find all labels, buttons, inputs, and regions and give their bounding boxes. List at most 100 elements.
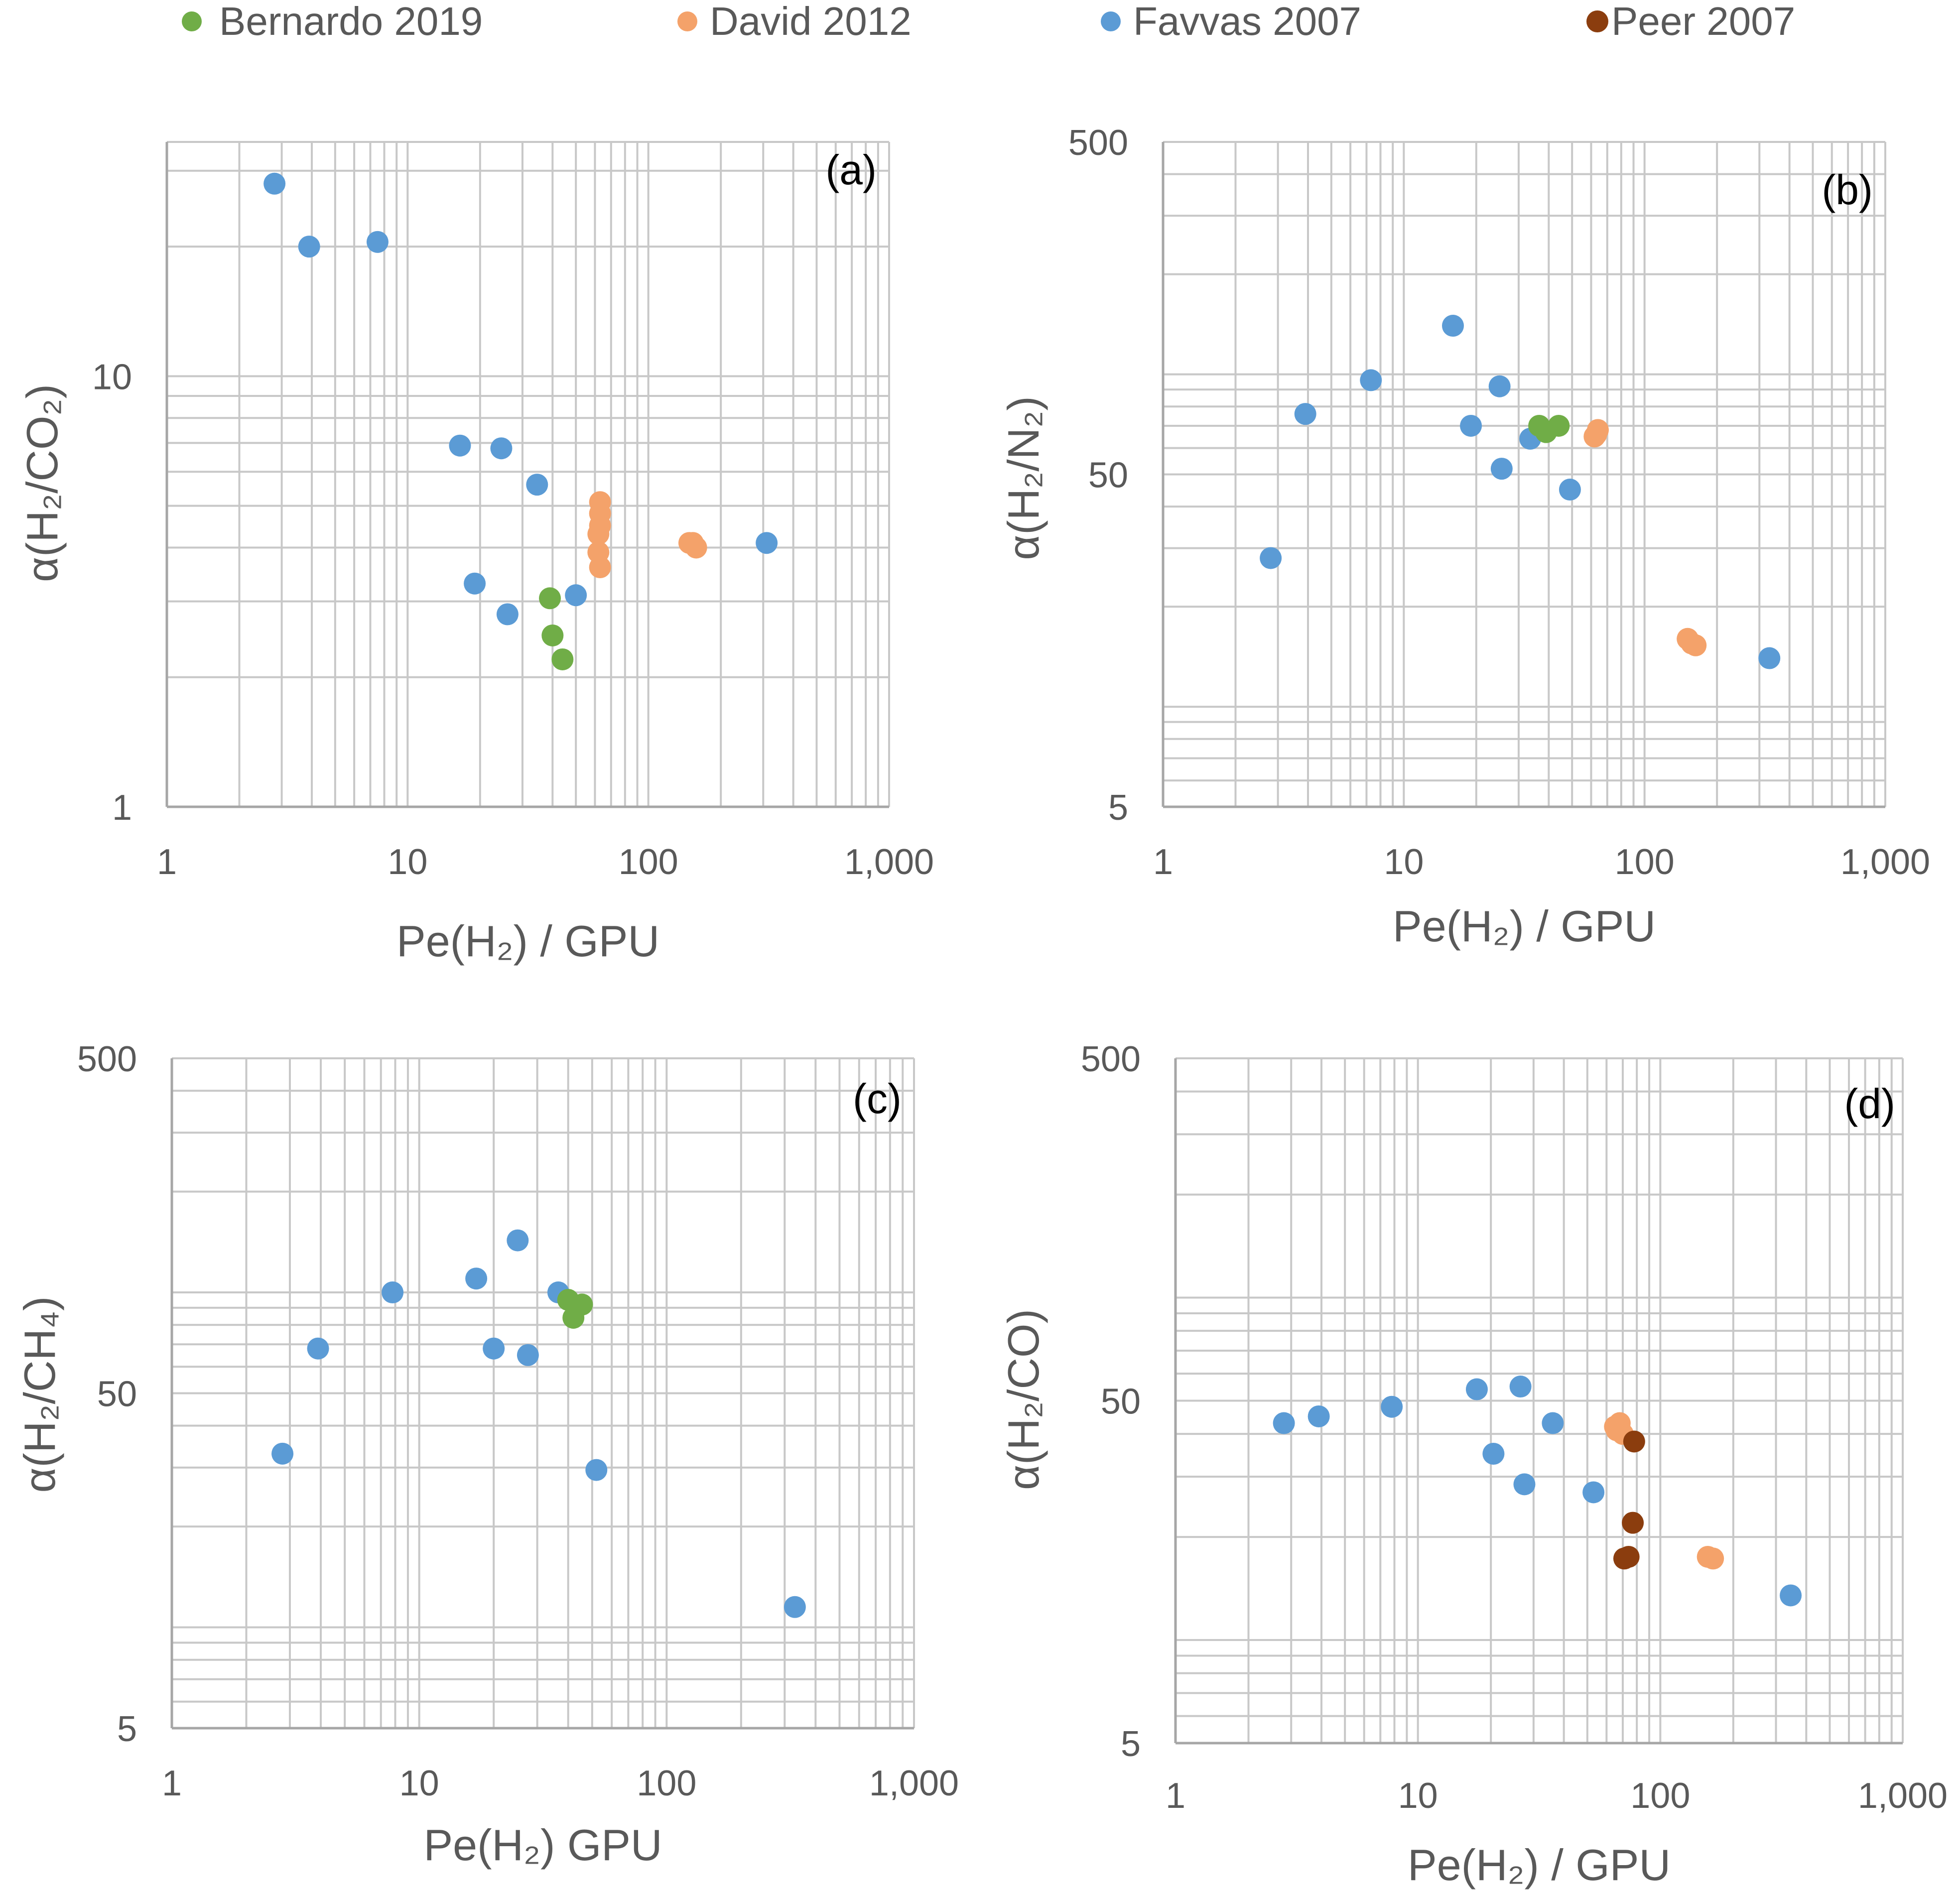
data-point xyxy=(298,236,320,258)
y-tick-label: 500 xyxy=(1068,123,1128,163)
data-point xyxy=(465,1267,488,1290)
data-point xyxy=(382,1281,404,1304)
data-point xyxy=(1548,414,1570,437)
data-series xyxy=(263,172,778,626)
data-point xyxy=(1307,1405,1330,1427)
x-tick-label: 100 xyxy=(619,842,678,882)
x-tick-label: 10 xyxy=(1398,1776,1438,1816)
data-point xyxy=(784,1596,806,1618)
legend-marker xyxy=(182,11,202,31)
y-tick-label: 50 xyxy=(1101,1382,1141,1422)
data-point xyxy=(1605,1419,1628,1441)
panel-label: (c) xyxy=(853,1075,902,1122)
data-series xyxy=(587,491,707,579)
y-tick-label: 1 xyxy=(112,788,132,828)
data-point xyxy=(1488,375,1511,397)
data-point xyxy=(490,437,513,460)
y-tick-label: 500 xyxy=(1081,1039,1141,1079)
legend-marker xyxy=(1101,11,1121,31)
x-tick-label: 1 xyxy=(162,1764,182,1803)
legend-marker xyxy=(1586,10,1608,32)
data-point xyxy=(1780,1584,1802,1607)
data-point xyxy=(539,587,561,610)
data-series xyxy=(557,1289,593,1329)
data-point xyxy=(1260,547,1282,569)
data-point xyxy=(565,584,587,607)
x-tick-label: 1,000 xyxy=(1840,842,1930,882)
x-axis-title: Pe(H₂) / GPU xyxy=(1393,901,1656,951)
y-tick-label: 50 xyxy=(97,1375,137,1414)
data-series xyxy=(1677,628,1707,656)
data-point xyxy=(1758,647,1781,669)
legend-entry: Bernardo 2019 xyxy=(182,0,483,43)
data-point xyxy=(1559,479,1581,501)
data-point xyxy=(271,1442,294,1465)
data-point xyxy=(1273,1412,1295,1434)
data-series xyxy=(1613,1430,1645,1570)
gridlines xyxy=(166,141,890,808)
panel-d: 1 10 100 1,000 5 50 500 Pe(H₂) / GPU α(H₂/CO) (d) xyxy=(999,1039,1948,1890)
y-tick-label: 5 xyxy=(117,1709,137,1749)
y-tick-label: 10 xyxy=(92,357,132,397)
data-point xyxy=(1441,315,1464,337)
data-series xyxy=(271,1229,806,1618)
data-point xyxy=(685,536,707,559)
panel-label: (a) xyxy=(825,146,877,193)
plot-area xyxy=(167,142,889,807)
x-tick-label: 100 xyxy=(1630,1776,1690,1816)
x-tick-label: 10 xyxy=(1384,842,1424,882)
legend-label: Bernardo 2019 xyxy=(219,0,483,43)
x-tick-label: 100 xyxy=(1615,842,1675,882)
data-series xyxy=(1528,414,1570,443)
data-point xyxy=(496,603,519,626)
data-series xyxy=(1273,1376,1802,1607)
y-tick-label: 5 xyxy=(1108,788,1128,828)
data-point xyxy=(1381,1395,1403,1418)
data-point xyxy=(585,1459,608,1481)
data-series xyxy=(1260,315,1781,669)
data-point xyxy=(1465,1378,1488,1400)
legend-marker xyxy=(677,11,697,31)
gridlines xyxy=(1175,1057,1904,1744)
data-point xyxy=(263,172,286,195)
panel-label: (b) xyxy=(1822,166,1873,213)
x-tick-label: 1 xyxy=(157,842,177,882)
y-axis-title: α(H₂/N₂) xyxy=(999,396,1048,560)
x-tick-label: 10 xyxy=(399,1764,439,1803)
x-tick-label: 1 xyxy=(1153,842,1173,882)
data-point xyxy=(517,1344,539,1366)
data-series xyxy=(1583,419,1609,448)
data-point xyxy=(1294,403,1316,425)
data-point xyxy=(1617,1545,1640,1568)
y-tick-label: 500 xyxy=(77,1039,137,1079)
data-point xyxy=(507,1229,529,1252)
data-point xyxy=(483,1337,505,1360)
data-point xyxy=(1702,1547,1724,1570)
data-point xyxy=(464,572,486,595)
data-point xyxy=(541,624,564,646)
data-point xyxy=(449,434,471,457)
legend-entry: Favvas 2007 xyxy=(1101,0,1361,43)
x-tick-label: 10 xyxy=(388,842,427,882)
data-point xyxy=(587,523,610,545)
legend-label: David 2012 xyxy=(710,0,912,43)
data-point xyxy=(307,1337,329,1360)
x-tick-label: 100 xyxy=(637,1764,696,1803)
y-tick-label: 5 xyxy=(1121,1724,1141,1764)
y-tick-label: 50 xyxy=(1088,456,1128,496)
data-point xyxy=(1360,369,1382,391)
legend: Bernardo 2019 David 2012 Favvas 2007 Pee… xyxy=(182,0,1795,43)
data-point xyxy=(1542,1412,1564,1434)
data-point xyxy=(1460,414,1482,437)
data-point xyxy=(1622,1512,1644,1534)
data-point xyxy=(756,532,778,554)
panel-label: (d) xyxy=(1844,1080,1895,1127)
legend-label: Peer 2007 xyxy=(1611,0,1795,43)
x-axis-title: Pe(H₂) GPU xyxy=(423,1820,662,1870)
data-point xyxy=(589,556,611,579)
data-point xyxy=(551,648,574,670)
data-point xyxy=(1482,1442,1505,1465)
legend-label: Favvas 2007 xyxy=(1133,0,1361,43)
y-axis-title: α(H₂/CH₄) xyxy=(15,1296,64,1493)
